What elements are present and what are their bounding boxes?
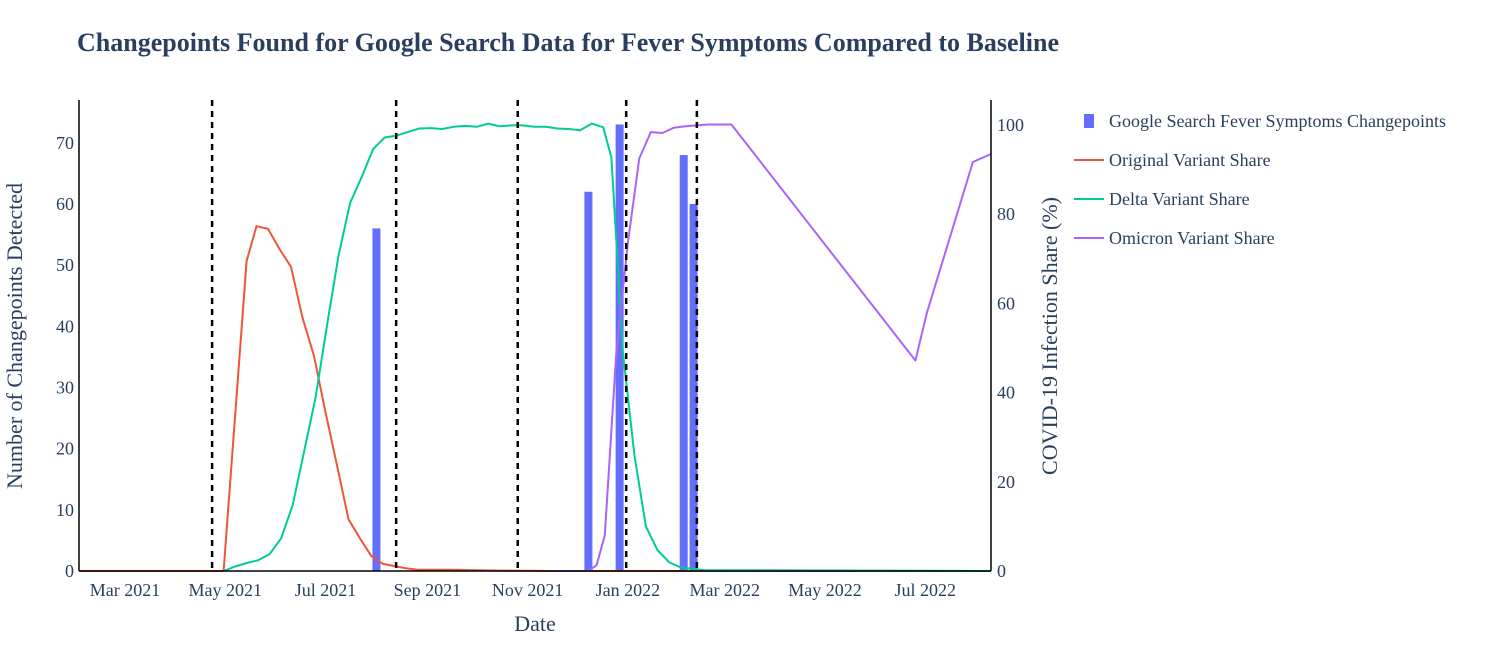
legend-swatch-bar (1084, 114, 1094, 128)
legend: Google Search Fever Symptoms Changepoint… (1074, 111, 1446, 248)
legend-label: Original Variant Share (1109, 150, 1271, 170)
x-tick-label: Jan 2022 (596, 580, 661, 600)
y-tick-label: 0 (65, 561, 74, 581)
y2-axis-title: COVID-19 Infection Share (%) (1037, 197, 1062, 475)
x-tick-label: May 2022 (788, 580, 862, 600)
changepoint-bar-2 (615, 124, 624, 571)
legend-label: Delta Variant Share (1109, 189, 1250, 209)
y-tick-label: 70 (56, 133, 74, 153)
changepoint-bar-0 (372, 228, 381, 572)
y2-tick-label: 80 (997, 204, 1015, 224)
x-tick-label: Jul 2021 (295, 580, 357, 600)
y-tick-label: 20 (56, 439, 74, 459)
y-tick-label: 50 (56, 255, 74, 275)
original-variant-share-line (79, 225, 991, 572)
y2-tick-label: 20 (997, 472, 1015, 492)
legend-label: Google Search Fever Symptoms Changepoint… (1109, 111, 1446, 131)
omicron-variant-share-line (550, 123, 992, 572)
plot-area: Mar 2021 May 2021 Jul 2021 Sep 2021 Nov 2021… (56, 100, 1024, 600)
delta-variant-share-line (223, 122, 992, 572)
x-tick-label: May 2021 (188, 580, 262, 600)
y-tick-label: 60 (56, 194, 74, 214)
changepoint-bar-4 (689, 203, 698, 572)
x-tick-label: Nov 2021 (492, 580, 564, 600)
x-axis-title: Date (514, 611, 556, 636)
y2-tick-label: 0 (997, 561, 1006, 581)
y2-tick-label: 40 (997, 383, 1015, 403)
x-tick-label: Jul 2022 (895, 580, 957, 600)
chart-title: Changepoints Found for Google Search Dat… (77, 28, 1059, 57)
y-axis-title: Number of Changepoints Detected (2, 183, 27, 489)
changepoint-bar-3 (679, 155, 688, 571)
y-tick-label: 40 (56, 316, 74, 336)
y-tick-label: 10 (56, 500, 74, 520)
x-tick-label: Mar 2022 (690, 580, 761, 600)
legend-label: Omicron Variant Share (1109, 228, 1275, 248)
x-tick-label: Sep 2021 (394, 580, 462, 600)
x-tick-label: Mar 2021 (90, 580, 161, 600)
y-tick-label: 30 (56, 377, 74, 397)
y2-tick-label: 100 (997, 115, 1024, 135)
changepoint-bar-1 (584, 191, 593, 572)
y2-tick-label: 60 (997, 293, 1015, 313)
